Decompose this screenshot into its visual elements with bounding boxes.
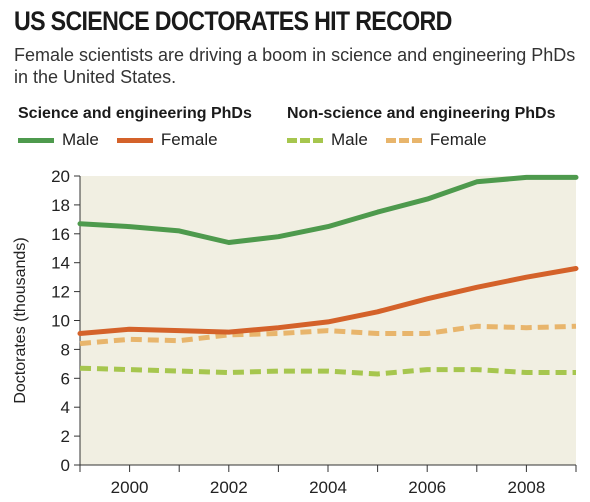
legend-label: Male	[331, 130, 368, 149]
y-tick-label: 18	[51, 196, 70, 215]
x-tick-label: 2002	[210, 478, 248, 497]
x-tick-label: 2004	[309, 478, 347, 497]
legend-item-non-science-male: Male	[287, 130, 368, 150]
legend-label: Female	[429, 130, 487, 149]
y-tick-label: 10	[51, 312, 70, 331]
x-tick-label: 2000	[111, 478, 149, 497]
series-line-science-male	[77, 174, 579, 245]
line-chart: 0 2 4 6 8 10 12 14 16 18 20 2000 2002 2004 2006 2008 Doc…	[12, 167, 579, 497]
legend-item-non-science-female: Female	[385, 130, 487, 150]
legend-swatch	[287, 137, 323, 143]
chart-title: US SCIENCE DOCTORATES HIT RECORD	[14, 6, 452, 36]
y-tick-label: 6	[61, 369, 70, 388]
legend-item-science-male: Male	[18, 130, 99, 150]
x-tick-label: 2006	[408, 478, 446, 497]
legend-swatch	[385, 137, 422, 143]
legend-group-title-non-science: Non-science and engineering PhDs	[287, 105, 556, 122]
legend-science: Male Female	[18, 130, 236, 150]
y-tick-label: 2	[61, 427, 70, 446]
series-line-science-female	[77, 266, 579, 336]
legend-swatch	[116, 137, 153, 143]
legend-item-science-female: Female	[116, 130, 218, 150]
chart-subtitle: Female scientists are driving a boom in …	[14, 45, 576, 87]
y-tick-label: 16	[51, 225, 70, 244]
y-tick-label: 20	[51, 167, 70, 186]
y-tick-label: 0	[61, 456, 70, 475]
legend-label: Male	[62, 130, 99, 149]
legend-non-science: Male Female	[287, 130, 505, 150]
y-axis-label: Doctorates (thousands)	[12, 237, 29, 403]
legend-label: Female	[160, 130, 218, 149]
legend-swatch	[18, 137, 54, 143]
legend-group-title-science: Science and engineering PhDs	[18, 105, 252, 122]
y-tick-label: 4	[61, 398, 70, 417]
y-tick-label: 12	[51, 283, 70, 302]
x-tick-label: 2008	[507, 478, 545, 497]
y-tick-label: 8	[61, 340, 70, 359]
series-line-non-science-female	[79, 323, 577, 347]
y-tick-label: 14	[51, 254, 70, 273]
series-line-non-science-male	[79, 365, 576, 377]
